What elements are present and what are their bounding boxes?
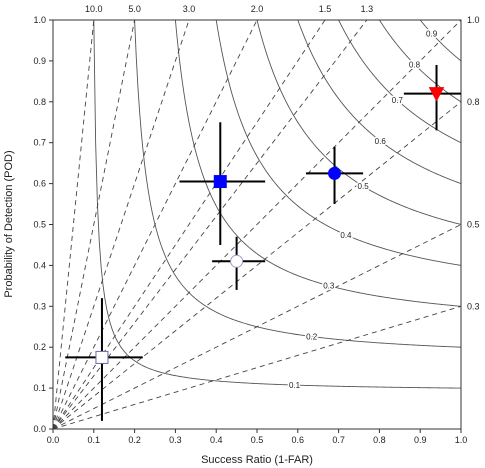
bias-line <box>53 20 190 429</box>
bias-label: 0.3 <box>467 301 480 311</box>
csi-line <box>379 20 461 103</box>
x-axis-label: Success Ratio (1-FAR) <box>201 454 313 466</box>
csi-label: 0.6 <box>375 137 387 146</box>
bias-line <box>53 224 461 429</box>
data-point <box>212 236 266 290</box>
square-marker <box>95 350 109 364</box>
csi-label: 0.5 <box>358 182 370 191</box>
data-point <box>403 64 461 131</box>
csi-line <box>215 20 461 266</box>
csi-line <box>297 20 461 185</box>
csi-label: 0.2 <box>306 333 318 342</box>
bias-line <box>53 305 461 429</box>
bias-label: 10.0 <box>85 4 103 14</box>
csi-line <box>174 20 461 307</box>
csi-line <box>256 20 461 225</box>
csi-label: 0.1 <box>289 381 301 390</box>
bias-line <box>53 20 461 429</box>
csi-label: 0.3 <box>323 282 335 291</box>
y-tick-label: 0.8 <box>33 97 46 107</box>
x-tick-label: 0.4 <box>210 435 223 445</box>
x-tick-label: 0.5 <box>251 435 264 445</box>
bias-line <box>53 20 258 429</box>
bias-label: 0.8 <box>467 97 480 107</box>
x-tick-label: 0.2 <box>128 435 141 445</box>
bias-label: 5.0 <box>128 4 141 14</box>
x-tick-label: 1.0 <box>455 435 468 445</box>
csi-label: 0.9 <box>426 29 438 38</box>
y-tick-label: 0.3 <box>33 301 46 311</box>
csi-label: 0.7 <box>392 96 404 105</box>
y-axis-label: Probability of Detection (POD) <box>3 150 15 297</box>
x-tick-label: 0.7 <box>332 435 345 445</box>
line-labels: 0.1 0.2 0.3 0.4 0.5 0.6 0.7 0.8 0.9 10.0 5.0 3.0 2.0… <box>85 4 480 392</box>
bias-label: 1.5 <box>319 4 332 14</box>
csi-and-bias-lines <box>53 20 461 429</box>
x-tick-label: 0.3 <box>169 435 182 445</box>
data-points <box>65 64 461 421</box>
csi-label: 0.4 <box>340 231 352 240</box>
x-tick-label: 0.0 <box>47 435 60 445</box>
axes: 0.0 0.1 0.2 0.3 0.4 0.5 0.6 0.7 0.8 0.9 1.0 0.0 0.1 0… <box>33 15 467 445</box>
bias-label: 1.3 <box>361 4 374 14</box>
csi-line <box>338 20 461 144</box>
y-tick-label: 0.7 <box>33 138 46 148</box>
bias-line <box>53 20 136 429</box>
csi-line <box>93 20 461 389</box>
bias-line <box>53 101 461 429</box>
y-tick-label: 0.1 <box>33 383 46 393</box>
y-tick-label: 0.6 <box>33 179 46 189</box>
csi-line <box>419 20 461 62</box>
x-tick-label: 0.1 <box>88 435 101 445</box>
circle-marker <box>328 166 342 180</box>
bias-line <box>53 20 368 429</box>
circle-marker <box>230 254 244 268</box>
y-tick-label: 1.0 <box>33 15 46 25</box>
bias-line <box>53 20 95 429</box>
x-tick-label: 0.9 <box>414 435 427 445</box>
y-tick-label: 0.5 <box>33 220 46 230</box>
y-tick-label: 0.9 <box>33 56 46 66</box>
bias-label: 2.0 <box>251 4 264 14</box>
y-tick-label: 0.0 <box>33 424 46 434</box>
x-tick-label: 0.8 <box>373 435 386 445</box>
bias-label: 0.5 <box>467 220 480 230</box>
bias-label: 3.0 <box>183 4 196 14</box>
data-point <box>305 146 364 205</box>
data-point <box>65 298 143 421</box>
csi-label: 0.8 <box>409 60 421 69</box>
x-tick-label: 0.6 <box>292 435 305 445</box>
square-marker <box>213 175 227 189</box>
y-tick-label: 0.2 <box>33 342 46 352</box>
data-point <box>179 122 266 245</box>
y-tick-label: 0.4 <box>33 260 46 270</box>
bias-label: 1.0 <box>467 15 480 25</box>
triangle-marker <box>428 87 445 102</box>
